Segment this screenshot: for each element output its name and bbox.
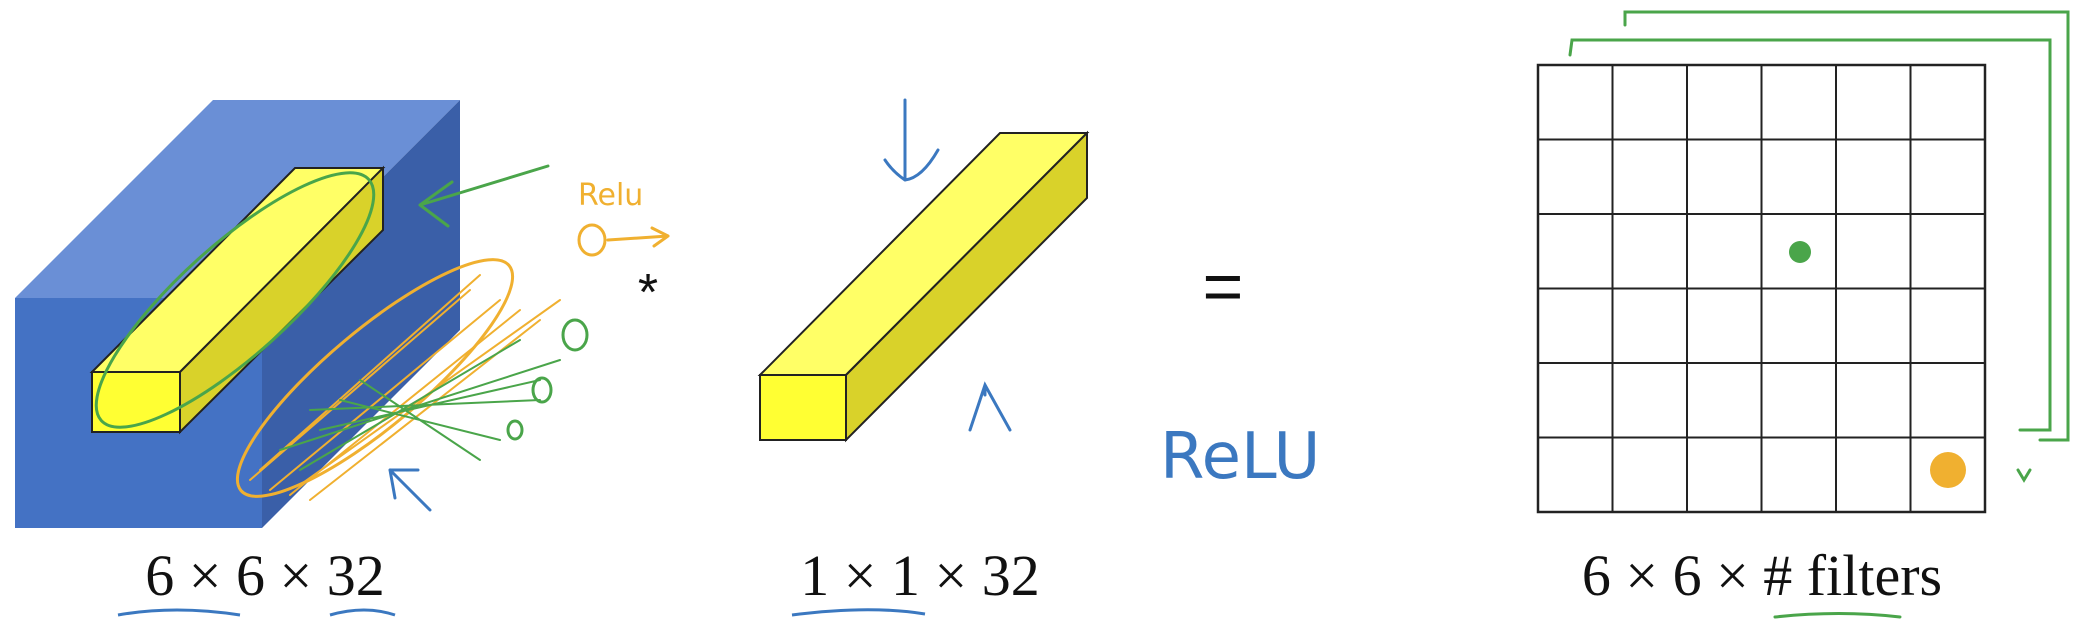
green-arrow-top bbox=[418, 164, 550, 228]
green-scribble bbox=[279, 339, 561, 471]
blue-arrow-up bbox=[968, 381, 1012, 432]
filter-label: 1 × 1 × 32 bbox=[800, 543, 1039, 608]
volume-side-face bbox=[262, 100, 460, 528]
green-dot bbox=[1789, 241, 1811, 263]
convolution-operator: * bbox=[638, 264, 658, 322]
orange-scribble bbox=[249, 274, 561, 501]
output-label: 6 × 6 × # filters bbox=[1582, 543, 1942, 608]
green-ellipse bbox=[94, 171, 376, 429]
orange-ellipse bbox=[235, 258, 515, 498]
green-circle-2 bbox=[531, 376, 553, 404]
green-circle-3 bbox=[506, 419, 524, 441]
green-label-underline bbox=[1773, 612, 1902, 619]
equals-operator: = bbox=[1203, 247, 1244, 325]
filter-1x1x32 bbox=[757, 130, 1090, 443]
relu-small-note: Relu bbox=[578, 178, 643, 213]
blue-arrow-bottom bbox=[388, 468, 432, 512]
output-grid bbox=[1536, 63, 1987, 514]
orange-relu-arrow bbox=[606, 226, 670, 248]
volume-yellow-slice bbox=[89, 165, 386, 435]
volume-top-face bbox=[15, 100, 460, 298]
filter-annotations bbox=[883, 98, 1012, 432]
green-circle-1 bbox=[561, 318, 589, 352]
volume-annotations: Relu bbox=[94, 164, 670, 512]
relu-large-note: ReLU bbox=[1160, 420, 1320, 494]
filter-front-face bbox=[759, 374, 847, 441]
orange-dot bbox=[1930, 452, 1966, 488]
blue-arrow-down bbox=[883, 98, 940, 182]
input-volume-label: 6 × 6 × 32 bbox=[145, 543, 384, 608]
filter-label-underline bbox=[791, 608, 926, 617]
slice-front-face bbox=[91, 371, 181, 433]
input-label-underlines bbox=[117, 608, 396, 617]
grid-annotations bbox=[1568, 10, 2070, 619]
green-bracket bbox=[1568, 10, 2070, 483]
orange-zero-node bbox=[577, 223, 607, 257]
